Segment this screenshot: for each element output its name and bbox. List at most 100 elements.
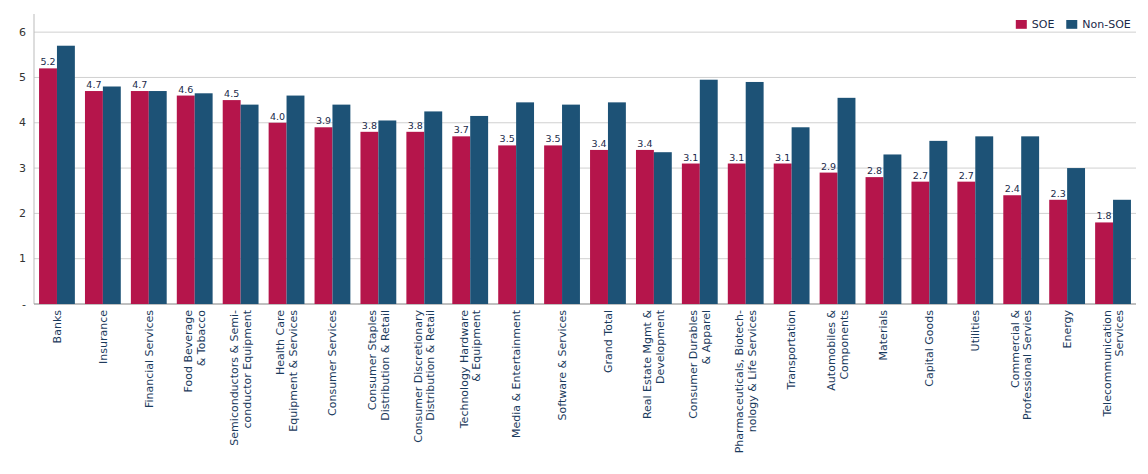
x-tick: Media & Entertainment <box>510 309 523 438</box>
x-tick-label-line: Semiconductors & Semi- <box>228 310 241 446</box>
bar <box>516 102 534 304</box>
x-tick: Semiconductors & Semi-conductor Equipmen… <box>228 309 254 445</box>
bar <box>544 145 562 304</box>
x-tick-label: Consumer StaplesDistribution & Retail <box>366 310 392 421</box>
x-tick-label: Transportation <box>785 310 798 390</box>
data-label: 2.9 <box>821 161 836 172</box>
data-label: 2.3 <box>1051 188 1066 199</box>
bar <box>269 123 287 304</box>
bar <box>177 96 195 304</box>
x-tick: Pharmaceuticals, Biotech-nology & Life S… <box>733 310 759 454</box>
x-tick-label-line: Consumer Durables <box>687 310 700 419</box>
grid-line <box>34 32 1136 33</box>
x-tick-label-line: & Equipment <box>470 309 483 381</box>
x-tick-label-line: Equipment & Services <box>287 310 300 432</box>
x-tick: Capital Goods <box>923 310 936 387</box>
x-tick-label: Capital Goods <box>923 310 936 387</box>
data-label: 3.4 <box>591 138 606 149</box>
data-label: 2.8 <box>867 165 882 176</box>
x-tick-label-line: Materials <box>877 310 890 361</box>
bar <box>883 154 901 304</box>
bar <box>654 152 672 304</box>
x-tick-label: Energy <box>1061 310 1074 349</box>
x-tick-label-line: Commercial & <box>1009 310 1022 388</box>
x-tick: Automobiles &Components <box>825 310 851 391</box>
bar <box>562 105 580 304</box>
data-label: 3.8 <box>362 120 377 131</box>
bar <box>223 100 241 304</box>
x-tick-label-line: conductor Equipment <box>241 309 254 428</box>
x-tick-label-line: Development <box>654 309 667 384</box>
bar <box>1095 222 1113 304</box>
legend-label: Non-SOE <box>1082 18 1131 31</box>
x-tick-label: Consumer DiscretionaryDistribution & Ret… <box>412 310 438 443</box>
x-tick: Commercial &Professional Servies <box>1009 310 1035 420</box>
x-tick-label-line: & Tobacco <box>195 310 208 366</box>
bar <box>636 150 654 304</box>
data-label: 4.0 <box>270 111 285 122</box>
x-tick-label-line: Health Care <box>274 310 287 375</box>
legend-swatch <box>1066 20 1077 29</box>
data-label: 3.1 <box>683 152 698 163</box>
x-tick-label-line: Capital Goods <box>923 310 936 387</box>
y-axis-line <box>34 14 35 304</box>
bar <box>378 120 396 304</box>
bar <box>1067 168 1085 304</box>
bar <box>975 136 993 304</box>
x-tick-label: TelecommunicationServices <box>1101 310 1127 418</box>
bar <box>1021 136 1039 304</box>
x-tick-label-line: Real Estate Mgmt & <box>641 310 654 420</box>
x-tick: Transportation <box>785 310 798 390</box>
data-label: 5.2 <box>40 56 55 67</box>
bar <box>315 127 333 304</box>
bar <box>929 141 947 304</box>
bar <box>866 177 884 304</box>
x-tick-label: Consumer Services <box>326 310 339 416</box>
x-tick-label-line: nology & Life Services <box>746 310 759 433</box>
x-tick: Utilities <box>969 310 982 352</box>
bar <box>424 111 442 304</box>
x-tick-label: Materials <box>877 310 890 361</box>
x-tick-label: Utilities <box>969 310 982 352</box>
y-tick-label: 1 <box>19 252 26 265</box>
x-tick: Financial Services <box>143 310 156 408</box>
x-tick-label: Automobiles &Components <box>825 310 851 391</box>
x-tick-label-line: Automobiles & <box>825 310 838 391</box>
x-tick-label-line: Distribution & Retail <box>424 310 437 421</box>
bar <box>746 82 764 304</box>
data-label: 4.6 <box>178 84 193 95</box>
x-tick-label: Software & Services <box>556 310 569 421</box>
bar <box>57 46 75 304</box>
x-tick-label-line: Transportation <box>785 310 798 390</box>
data-label: 3.8 <box>408 120 423 131</box>
x-tick-label-line: Services <box>1113 310 1126 357</box>
bar <box>332 105 350 304</box>
bar <box>287 96 305 304</box>
data-label: 3.5 <box>546 133 561 144</box>
legend-swatch <box>1016 20 1027 29</box>
bar <box>452 136 470 304</box>
x-tick-label-line: Professional Servies <box>1021 310 1034 420</box>
x-tick-label: Health CareEquipment & Services <box>274 310 300 432</box>
x-tick-label: Financial Services <box>143 310 156 408</box>
x-tick-label-line: Energy <box>1061 310 1074 349</box>
x-tick-label-line: Banks <box>51 310 64 344</box>
x-tick-label-line: Technology Hardware <box>458 310 471 429</box>
data-label: 3.1 <box>729 152 744 163</box>
y-tick-label: 5 <box>19 71 26 84</box>
x-tick: Consumer StaplesDistribution & Retail <box>366 310 392 421</box>
bar <box>1113 200 1131 304</box>
x-tick-label-line: Consumer Discretionary <box>412 310 425 443</box>
data-label: 3.5 <box>500 133 515 144</box>
x-tick-label-line: Utilities <box>969 310 982 352</box>
y-tick-label: 4 <box>19 116 26 129</box>
x-tick-label: Consumer Durables& Apparel <box>687 310 713 419</box>
x-tick-label-line: & Apparel <box>700 310 713 364</box>
x-tick-label: Media & Entertainment <box>510 309 523 438</box>
x-tick: Materials <box>877 310 890 361</box>
x-tick-label-line: Pharmaceuticals, Biotech- <box>733 310 746 453</box>
y-tick-label: 3 <box>19 162 26 175</box>
x-tick: Grand Total <box>602 310 615 373</box>
grid-line <box>34 77 1136 78</box>
data-label: 2.7 <box>913 170 928 181</box>
